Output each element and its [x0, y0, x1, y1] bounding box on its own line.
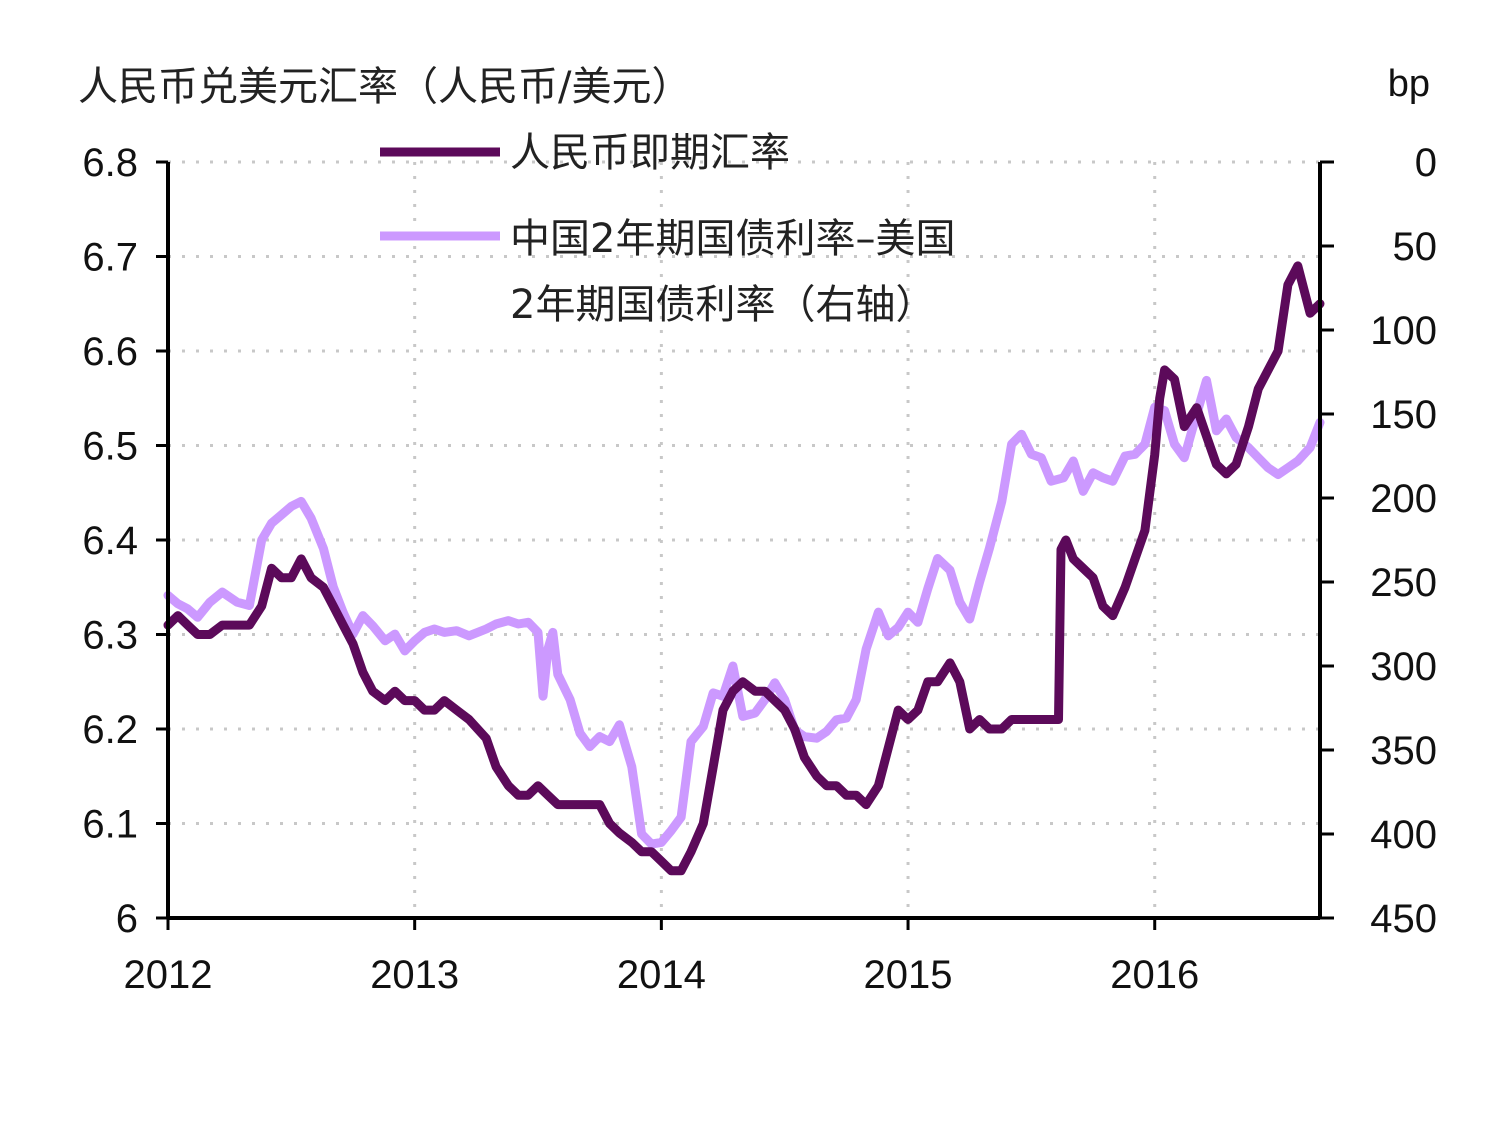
- y2-tick-label: 250: [1370, 561, 1437, 605]
- series-line-spot-rate: [163, 261, 1325, 876]
- x-tick-label: 2015: [864, 953, 953, 997]
- legend-label-spread-line-2: 2年期国债利率（右轴）: [510, 282, 935, 328]
- grid: [168, 160, 1320, 918]
- x-tick-label: 2012: [124, 953, 213, 997]
- y-tick-label: 6.4: [82, 519, 138, 563]
- y2-tick-label: 450: [1370, 897, 1437, 941]
- y-tick-label: 6.3: [82, 614, 138, 658]
- x-tick-label: 2014: [617, 953, 706, 997]
- y2-tick-label: 350: [1370, 729, 1437, 773]
- right-axis-unit: bp: [1388, 63, 1430, 105]
- y-tick-label: 6.8: [82, 141, 138, 185]
- y2-tick-label: 100: [1370, 309, 1437, 353]
- legend-label-spot: 人民币即期汇率: [510, 130, 790, 176]
- y2-tick-label: 150: [1370, 393, 1437, 437]
- axes: 6 6.1 6.2 6.3 6.4 6.5 6.6 6.7 6.8 0 50 100 150 200 250…: [82, 141, 1437, 997]
- series-layer: [163, 261, 1325, 876]
- x-tick-label: 2016: [1110, 953, 1199, 997]
- series-line-yield-spread: [163, 375, 1325, 849]
- y-tick-label: 6.1: [82, 803, 138, 847]
- y2-tick-label: 300: [1370, 645, 1437, 689]
- y-tick-label: 6.7: [82, 236, 138, 280]
- y2-tick-label: 0: [1415, 141, 1437, 185]
- y2-tick-label: 200: [1370, 477, 1437, 521]
- y-tick-label: 6.2: [82, 708, 138, 752]
- legend: 人民币即期汇率 中国2年期国债利率–美国 2年期国债利率（右轴）: [380, 130, 968, 328]
- y2-tick-label: 50: [1393, 225, 1438, 269]
- x-tick-label: 2013: [370, 953, 459, 997]
- y2-tick-label: 400: [1370, 813, 1437, 857]
- legend-label-spread: 中国2年期国债利率–美国 2年期国债利率（右轴）: [510, 216, 968, 328]
- y-tick-label: 6.5: [82, 425, 138, 469]
- y-tick-label: 6.6: [82, 330, 138, 374]
- chart-title: 人民币兑美元汇率（人民币/美元）: [78, 64, 691, 110]
- legend-label-spread-line-1: 中国2年期国债利率–美国: [510, 216, 955, 262]
- y-tick-label: 6: [116, 897, 138, 941]
